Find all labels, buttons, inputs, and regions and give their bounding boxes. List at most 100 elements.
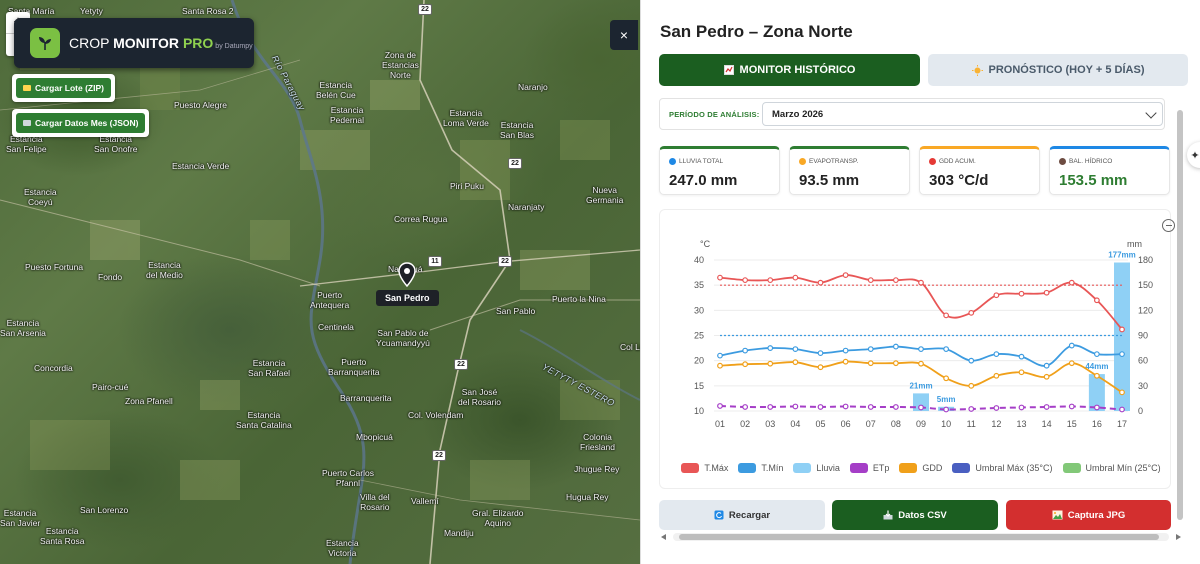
data-point	[1043, 404, 1050, 410]
data-point	[1018, 369, 1025, 376]
rain-data-label: 21mm	[909, 381, 932, 390]
legend-label: GDD	[922, 463, 943, 473]
data-point	[717, 362, 723, 369]
load-month-label: Cargar Datos Mes (JSON)	[35, 118, 139, 128]
data-point	[943, 346, 950, 352]
load-month-wrap: Cargar Datos Mes (JSON)	[12, 109, 150, 137]
vertical-scroll-thumb[interactable]	[1177, 110, 1183, 520]
rain-data-label: 5mm	[937, 395, 956, 404]
map-pin-icon[interactable]	[398, 262, 416, 293]
data-point	[767, 277, 774, 284]
data-point	[1043, 289, 1050, 296]
tab-monitor-historico[interactable]: MONITOR HISTÓRICO	[659, 54, 920, 86]
data-point	[792, 274, 799, 281]
rain-data-label: 44mm	[1085, 362, 1108, 371]
data-point	[767, 345, 774, 351]
kpi-label-text: EVAPOTRANSP.	[809, 158, 859, 165]
close-panel-button[interactable]: ×	[610, 20, 638, 50]
legend-swatch	[899, 463, 918, 473]
chart-icon	[723, 65, 734, 75]
data-point	[1119, 406, 1125, 413]
horizontal-scrollbar[interactable]	[659, 533, 1183, 541]
data-point	[993, 351, 1000, 358]
kpi-card: GDD ACUM. 303 °C/d	[919, 146, 1040, 195]
data-point	[1068, 360, 1075, 367]
y-right-tick: 120	[1138, 305, 1153, 315]
kpi-value: 247.0 mm	[669, 172, 738, 189]
data-point	[918, 279, 924, 286]
data-point	[943, 375, 950, 382]
kpi-label: EVAPOTRANSP.	[799, 158, 858, 165]
y-right-label: mm	[1127, 239, 1142, 249]
tab-pronostico[interactable]: PRONÓSTICO (HOY + 5 DÍAS)	[928, 54, 1188, 86]
collapse-chart-button[interactable]	[1162, 219, 1175, 232]
x-tick: 13	[1016, 419, 1026, 429]
kpi-icon	[1059, 158, 1066, 165]
pin-label: San Pedro	[376, 290, 439, 306]
x-tick: 15	[1067, 419, 1077, 429]
load-lot-label: Cargar Lote (ZIP)	[35, 83, 104, 93]
data-point	[792, 346, 799, 352]
map-view[interactable]: Santa María Yetyty Santa Rosa 2 Estancia Sa…	[0, 0, 640, 564]
minus-icon	[1165, 224, 1172, 227]
data-point	[968, 357, 975, 364]
data-point	[1093, 372, 1100, 379]
vertical-scrollbar[interactable]	[1175, 100, 1185, 530]
x-tick: 11	[967, 419, 976, 429]
kpi-card: BAL. HÍDRICO 153.5 mm	[1049, 146, 1170, 195]
kpi-label-text: BAL. HÍDRICO	[1069, 158, 1113, 165]
kpi-value: 93.5 mm	[799, 172, 860, 189]
x-tick: 12	[991, 419, 1001, 429]
jpg-button[interactable]: Captura JPG	[1006, 500, 1171, 530]
tab-monitor-historico-label: MONITOR HISTÓRICO	[739, 64, 856, 76]
data-point	[993, 372, 1000, 379]
sparkle-icon[interactable]: ✦	[1187, 142, 1200, 168]
y-left-tick: 20	[694, 356, 704, 366]
load-month-button[interactable]: Cargar Datos Mes (JSON)	[16, 113, 146, 133]
data-point	[842, 403, 849, 410]
data-point	[918, 346, 924, 352]
csv-button[interactable]: Datos CSV	[832, 500, 998, 530]
data-point	[867, 277, 874, 284]
data-point	[717, 403, 723, 409]
legend-item[interactable]: T.Máx	[681, 463, 728, 473]
legend-item[interactable]: Umbral Mín (25°C)	[1062, 463, 1161, 473]
y-left-tick: 30	[694, 305, 704, 315]
x-tick: 08	[891, 419, 901, 429]
data-point	[867, 360, 874, 367]
data-point	[742, 404, 749, 410]
legend-swatch	[1062, 463, 1081, 473]
x-tick: 09	[916, 419, 926, 429]
weather-chart: 10 15 20 25 30 35 40 0 30 60 90 120 150 180 °C mm 01 02 03…	[694, 239, 1153, 429]
legend-label: Lluvia	[816, 463, 840, 473]
data-point	[842, 358, 849, 365]
load-lot-button[interactable]: Cargar Lote (ZIP)	[16, 78, 111, 98]
brand-by: by Datumpy	[215, 43, 253, 50]
data-point	[1043, 373, 1050, 380]
legend-item[interactable]: T.Mín	[738, 463, 783, 473]
legend-label: Umbral Máx (35°C)	[975, 463, 1053, 473]
data-point	[993, 292, 1000, 299]
period-select[interactable]: Marzo 2026	[762, 102, 1163, 126]
legend-item[interactable]: Lluvia	[793, 463, 840, 473]
x-tick: 14	[1042, 419, 1052, 429]
scroll-left-icon	[661, 534, 666, 540]
data-point	[1093, 297, 1100, 304]
y-left-tick: 15	[694, 381, 704, 391]
period-selector: PERÍODO DE ANÁLISIS: Marzo 2026	[659, 98, 1165, 130]
reload-button[interactable]: Recargar	[659, 500, 825, 530]
load-lot-wrap: Cargar Lote (ZIP)	[12, 74, 115, 102]
brand-name: CROP MONITOR	[69, 35, 179, 51]
y-left-tick: 40	[694, 255, 704, 265]
x-tick: 01	[715, 419, 725, 429]
brand-pro: PRO	[182, 35, 214, 51]
data-point	[1018, 353, 1025, 360]
kpi-label-text: LLUVIA TOTAL	[679, 158, 724, 165]
data-point	[717, 352, 723, 359]
folder-icon	[23, 85, 31, 91]
legend-item[interactable]: ETp	[849, 463, 889, 473]
legend-item[interactable]: Umbral Máx (35°C)	[952, 463, 1053, 473]
period-value: Marzo 2026	[772, 108, 824, 120]
legend-item[interactable]: GDD	[899, 463, 942, 473]
scroll-thumb[interactable]	[679, 534, 1159, 540]
